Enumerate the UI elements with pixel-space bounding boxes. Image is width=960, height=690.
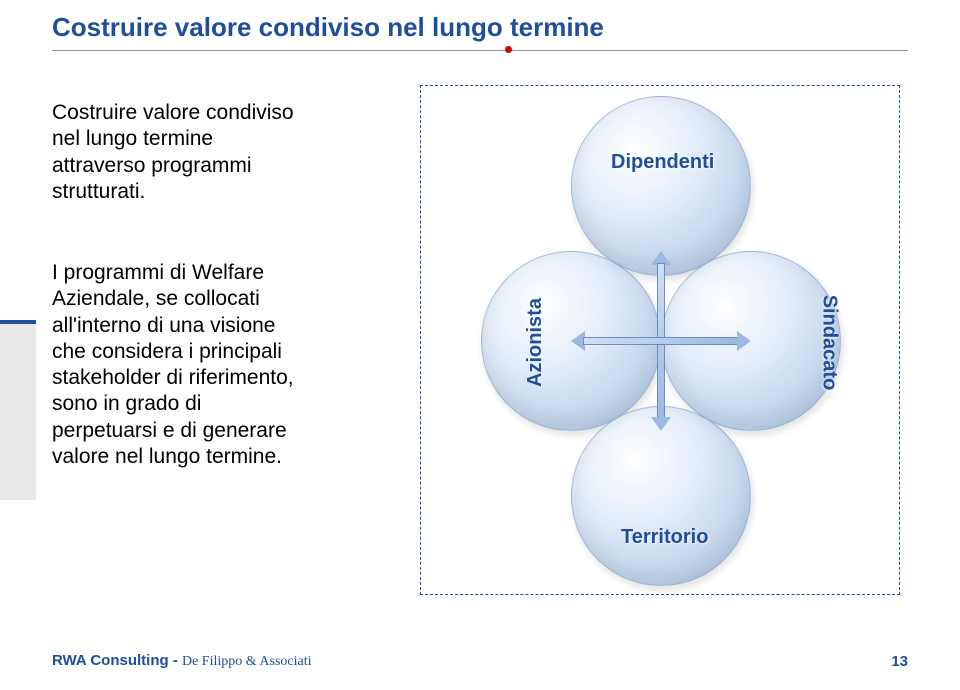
left-side-accent	[0, 320, 36, 500]
page-number: 13	[891, 653, 908, 670]
circle-dipendenti	[571, 96, 751, 276]
horizontal-arrow	[571, 331, 751, 351]
label-dipendenti: Dipendenti	[611, 151, 714, 174]
brand-name: RWA Consulting -	[52, 652, 182, 669]
venn-container: Dipendenti Territorio Azionista Sindacat…	[481, 96, 841, 586]
body-paragraph: I programmi di Welfare Aziendale, se col…	[52, 260, 312, 470]
stakeholder-diagram: Dipendenti Territorio Azionista Sindacat…	[420, 85, 900, 595]
label-sindacato: Sindacato	[817, 295, 840, 391]
red-dot-accent	[505, 46, 512, 53]
page-title: Costruire valore condiviso nel lungo ter…	[52, 12, 604, 43]
title-underline	[52, 50, 908, 51]
intro-paragraph: Costruire valore condiviso nel lungo ter…	[52, 100, 312, 205]
footer-brand: RWA Consulting - De Filippo & Associati	[52, 652, 311, 670]
label-territorio: Territorio	[621, 526, 708, 549]
circle-territorio	[571, 406, 751, 586]
label-azionista: Azionista	[524, 298, 547, 387]
brand-sub: De Filippo & Associati	[182, 654, 312, 669]
